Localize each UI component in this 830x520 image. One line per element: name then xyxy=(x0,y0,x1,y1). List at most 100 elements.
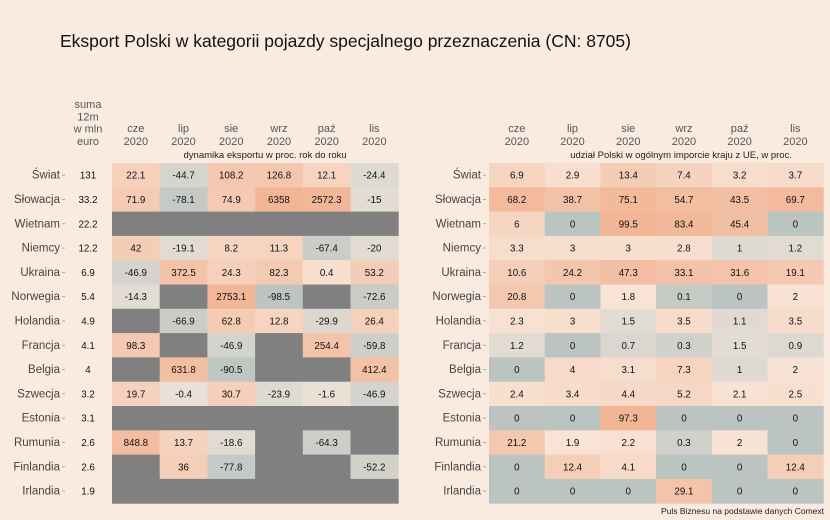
cell-value-label: -29.9 xyxy=(315,316,337,327)
sum-value: 131 xyxy=(80,171,96,182)
row-label: Finlandia xyxy=(13,461,60,473)
row-label: Słowacja xyxy=(14,194,61,206)
heatmap-cell xyxy=(489,187,546,213)
heatmap-cell xyxy=(711,235,768,261)
column-header-month: paź xyxy=(318,123,336,135)
cell-value-label: -78.1 xyxy=(172,195,194,206)
heatmap-cell xyxy=(711,284,768,310)
cell-value-label: 0 xyxy=(737,414,743,425)
cell-value-label: 254.4 xyxy=(314,341,339,352)
row-label: Ukraina xyxy=(20,267,60,279)
row-label: Niemcy xyxy=(22,243,61,255)
heatmap-cell xyxy=(350,406,399,431)
cell-value-label: 12.8 xyxy=(269,316,289,327)
heatmap-cell xyxy=(255,284,304,310)
heatmap-cell xyxy=(656,235,713,261)
cell-value-label: 0 xyxy=(570,341,576,352)
heatmap-cell xyxy=(350,163,399,188)
cell-value-label: 631.8 xyxy=(171,365,196,376)
cell-value-label: 24.3 xyxy=(222,268,242,279)
column-header-month: paź xyxy=(731,123,749,135)
heatmap-cell xyxy=(255,187,304,213)
row-label: Wietnam xyxy=(15,218,60,230)
heatmap-cell xyxy=(255,430,304,456)
cell-value-label: 372.5 xyxy=(171,268,196,279)
cell-value-label: 7.3 xyxy=(677,365,691,376)
row-label: Wietnam xyxy=(436,218,481,230)
cell-value-label: 0 xyxy=(626,487,632,498)
heatmap-cell xyxy=(544,357,601,383)
heatmap-cell xyxy=(767,381,824,407)
heatmap-cell xyxy=(159,187,208,213)
heatmap-cell xyxy=(159,478,208,504)
cell-value-label: 6 xyxy=(514,219,520,230)
cell-value-label: 75.1 xyxy=(619,195,638,206)
sum-value: 22.2 xyxy=(78,219,97,230)
cell-value-label: 2.2 xyxy=(621,438,635,449)
heatmap-cell xyxy=(600,187,657,213)
heatmap-cell xyxy=(302,284,351,310)
column-header-year: 2020 xyxy=(267,136,291,148)
row-label: Świat xyxy=(32,169,61,182)
heatmap-cell xyxy=(711,308,768,334)
cell-value-label: 30.7 xyxy=(222,389,241,400)
cell-value-label: 0 xyxy=(570,414,576,425)
heatmap-cell xyxy=(544,333,601,358)
heatmap-cell xyxy=(767,284,824,310)
heatmap-cell xyxy=(302,308,351,334)
cell-value-label: -19.1 xyxy=(172,244,194,255)
cell-value-label: 22.1 xyxy=(126,171,145,182)
heatmap-cell xyxy=(302,454,351,480)
cell-value-label: 26.4 xyxy=(365,316,385,327)
panel-subtitle: dynamika eksportu w proc. rok do roku xyxy=(184,150,347,161)
cell-value-label: 0 xyxy=(793,487,799,498)
heatmap-cell xyxy=(544,235,601,261)
sum-value: 1.9 xyxy=(81,487,95,498)
heatmap-cell xyxy=(302,430,351,456)
cell-value-label: 1 xyxy=(737,244,742,255)
heatmap-cell xyxy=(207,357,256,383)
cell-value-label: 4.4 xyxy=(621,389,635,400)
cell-value-label: 0 xyxy=(570,292,576,303)
sum-value: 4.9 xyxy=(81,316,95,327)
heatmap-cell xyxy=(255,260,304,285)
heatmap-cell xyxy=(350,430,399,456)
cell-value-label: 412.4 xyxy=(362,365,387,376)
heatmap-cell xyxy=(711,406,768,431)
column-header-year: 2020 xyxy=(505,136,529,148)
cell-value-label: -46.9 xyxy=(125,268,147,279)
cell-value-label: 2753.1 xyxy=(216,292,246,303)
heatmap-cell xyxy=(302,187,351,213)
heatmap-cell xyxy=(255,454,304,480)
heatmap-cell xyxy=(600,381,657,407)
heatmap-cell xyxy=(350,235,399,261)
cell-value-label: 98.3 xyxy=(126,341,146,352)
cell-value-label: 0 xyxy=(737,292,743,303)
sum-value: 3.2 xyxy=(81,389,95,400)
cell-value-label: -90.5 xyxy=(220,365,243,376)
cell-value-label: 71.9 xyxy=(126,195,145,206)
heatmap-cell xyxy=(600,357,657,383)
heatmap-cell xyxy=(767,406,824,431)
sum-value: 5.4 xyxy=(81,292,95,303)
cell-value-label: 1.5 xyxy=(621,316,635,327)
heatmap-cell xyxy=(112,333,161,358)
cell-value-label: 0 xyxy=(681,414,687,425)
cell-value-label: 3 xyxy=(626,244,632,255)
heatmap-cell xyxy=(159,260,208,285)
heatmap-cell xyxy=(489,284,546,310)
row-label: Norwegia xyxy=(11,291,60,303)
cell-value-label: 38.7 xyxy=(563,195,582,206)
heatmap-cell xyxy=(489,211,546,237)
column-header-month: wrz xyxy=(674,123,692,135)
cell-value-label: 2.4 xyxy=(510,389,524,400)
sum-value: 4 xyxy=(85,365,91,376)
heatmap-cell xyxy=(600,163,657,188)
heatmap-cell xyxy=(302,333,351,358)
heatmap-cell xyxy=(600,260,657,285)
heatmap-cell xyxy=(302,211,351,237)
heatmap-cell xyxy=(112,187,161,213)
heatmap-cell xyxy=(207,333,256,358)
heatmap-cell xyxy=(767,333,824,358)
cell-value-label: 1.5 xyxy=(733,341,747,352)
